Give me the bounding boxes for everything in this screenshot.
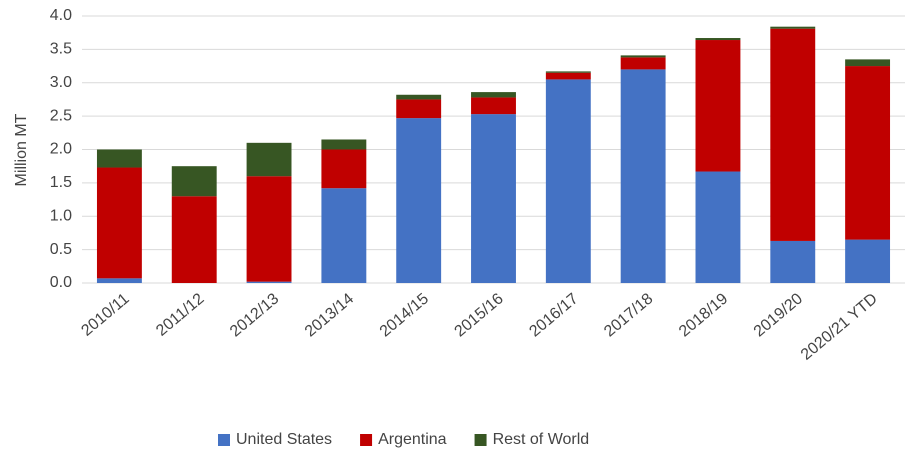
x-tick-label: 2012/13 xyxy=(227,290,282,340)
legend-label: United States xyxy=(236,431,332,448)
bar-segment xyxy=(620,69,666,284)
bar-segment xyxy=(845,59,891,67)
bar-segment xyxy=(96,149,142,168)
x-tick-label: 2018/19 xyxy=(676,290,731,340)
x-tick-label: 2011/12 xyxy=(153,290,207,340)
x-tick-label: 2014/15 xyxy=(377,290,432,340)
bar-segment xyxy=(321,188,367,283)
legend-label: Rest of World xyxy=(493,431,590,448)
x-tick-label: 2016/17 xyxy=(526,290,581,340)
legend-swatch xyxy=(360,434,373,446)
bar-segment xyxy=(545,79,591,283)
bar-segment xyxy=(620,57,666,70)
y-tick-label: 3.5 xyxy=(50,41,72,58)
y-tick-label: 2.0 xyxy=(50,141,72,158)
bar-segment xyxy=(545,72,591,80)
legend-label: Argentina xyxy=(378,431,447,448)
bar-segment xyxy=(321,149,367,189)
bar-segment xyxy=(396,118,442,283)
y-tick-label: 0.0 xyxy=(50,274,72,291)
bar-segment xyxy=(96,167,142,279)
bar-segment xyxy=(695,40,741,172)
y-tick-label: 2.5 xyxy=(50,107,72,124)
y-tick-label: 1.0 xyxy=(50,207,72,224)
x-tick-label: 2017/18 xyxy=(601,290,656,340)
bar-segment xyxy=(246,176,292,282)
bar-segment xyxy=(171,166,217,197)
bar-segment xyxy=(695,38,741,41)
x-tick-label: 2010/11 xyxy=(78,290,132,340)
x-tick-label: 2019/20 xyxy=(751,290,806,340)
bar-segment xyxy=(396,94,442,100)
bar-segment xyxy=(471,92,516,98)
bar-segment xyxy=(471,97,516,115)
y-tick-label: 0.5 xyxy=(50,241,72,258)
bar-segment xyxy=(471,114,516,283)
x-tick-label: 2020/21 YTD xyxy=(798,290,881,363)
x-tick-label: 2015/16 xyxy=(452,290,507,340)
bar-segment xyxy=(246,142,292,177)
y-tick-label: 3.0 xyxy=(50,74,72,91)
bar-segment xyxy=(770,28,816,241)
legend-swatch xyxy=(218,434,230,446)
bar-segment xyxy=(695,171,741,283)
y-tick-label: 4.0 xyxy=(50,7,72,24)
bar-segment xyxy=(545,71,591,73)
bar-segment xyxy=(321,139,367,150)
bar-segment xyxy=(845,239,891,283)
legend-swatch xyxy=(474,434,487,446)
bar-segment xyxy=(246,281,292,283)
bar-segment xyxy=(770,240,816,283)
bar-segment xyxy=(171,196,217,283)
bar-segment xyxy=(770,26,816,29)
bar-segment xyxy=(96,278,142,283)
y-tick-label: 1.5 xyxy=(50,174,72,191)
x-tick-label: 2013/14 xyxy=(302,290,357,340)
bar-segment xyxy=(620,55,666,58)
bar-segment xyxy=(396,99,442,119)
bar-segment xyxy=(845,66,891,240)
y-axis-label: Million MT xyxy=(13,113,30,186)
